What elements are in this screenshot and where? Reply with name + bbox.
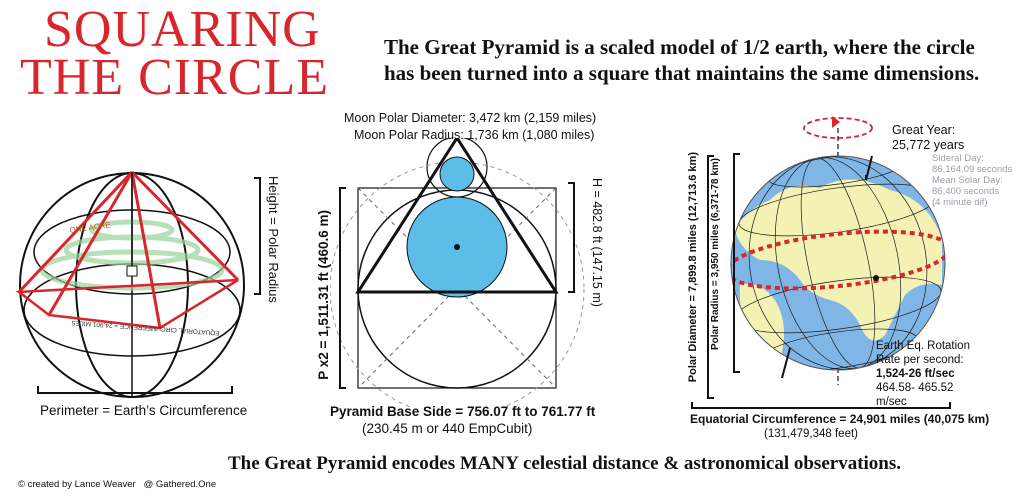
headline-line-1: The Great Pyramid is a scaled model of 1… — [384, 35, 975, 59]
sideral-day-value: 86,164.09 seconds — [932, 164, 1013, 175]
rotation-line-4: 464.58- 465.52 — [876, 382, 954, 394]
equatorial-circumference-label: Equatorial Circumference = 24,901 miles … — [690, 412, 990, 426]
headline-line-2: has been turned into a square that maint… — [384, 61, 980, 85]
solar-day-label: Mean Solar Day: — [932, 175, 1003, 186]
moon-diameter-label: Moon Polar Diameter: 3,472 km (2,159 mil… — [344, 111, 597, 125]
title-line-1: SQUARING — [44, 1, 321, 58]
pyramid-base-metric-label: (230.45 m or 440 EmpCubit) — [362, 421, 533, 436]
moon-radius-label: Moon Polar Radius: 1,736 km (1,080 miles… — [354, 128, 595, 142]
polar-diameter-label: Polar Diameter = 7,899.8 miles (12,713.6… — [687, 152, 699, 383]
credit-text: © created by Lance Weaver @ Gathered.One — [18, 479, 217, 490]
perimeter-label: Perimeter = Earth’s Circumference — [40, 403, 248, 418]
height-label: H = 482.8 ft (147.15 m) — [590, 178, 604, 307]
rotation-line-1: Earth Eq. Rotation — [876, 340, 970, 352]
great-year-value: 25,772 years — [892, 138, 965, 152]
equatorial-inner-text: EQUATORIAL CIRCUMFERENCE = 24,901 MILES — [71, 319, 220, 336]
title-line-2: THE CIRCLE — [20, 49, 329, 106]
rotation-line-3: 1,524-26 ft/sec — [876, 368, 955, 380]
great-year-label: Great Year: — [892, 123, 956, 137]
equatorial-feet-label: (131,479,348 feet) — [764, 428, 858, 440]
solar-day-value: 86,400 seconds — [932, 186, 1000, 197]
one-acre-text: ONE ACRE — [69, 220, 111, 235]
polar-radius-label: Polar Radius = 3,950 miles (6,371-78 km) — [710, 158, 721, 351]
pyramid-base-side-label: Pyramid Base Side = 756.07 ft to 761.77 … — [330, 404, 596, 419]
bottom-caption: The Great Pyramid encodes MANY celestial… — [228, 453, 902, 474]
sphere-pyramid-diagram: ONE ACRE EQUATORIAL CIRCUMFERENCE = 24,9… — [15, 170, 261, 398]
height-polar-radius-label: Height = Polar Radius — [266, 176, 281, 303]
sideral-day-label: Sideral Day: — [932, 153, 984, 164]
squaring-circle-diagram — [330, 138, 585, 408]
solar-day-diff: (4 minute dif) — [932, 197, 988, 208]
rotation-line-5: m/sec — [876, 396, 907, 408]
rotation-line-2: Rate per second: — [876, 354, 964, 366]
earth-globe-diagram — [691, 116, 951, 409]
perimeter-x2-label: P x2 = 1,511.31 ft (460.6 m) — [316, 210, 331, 380]
